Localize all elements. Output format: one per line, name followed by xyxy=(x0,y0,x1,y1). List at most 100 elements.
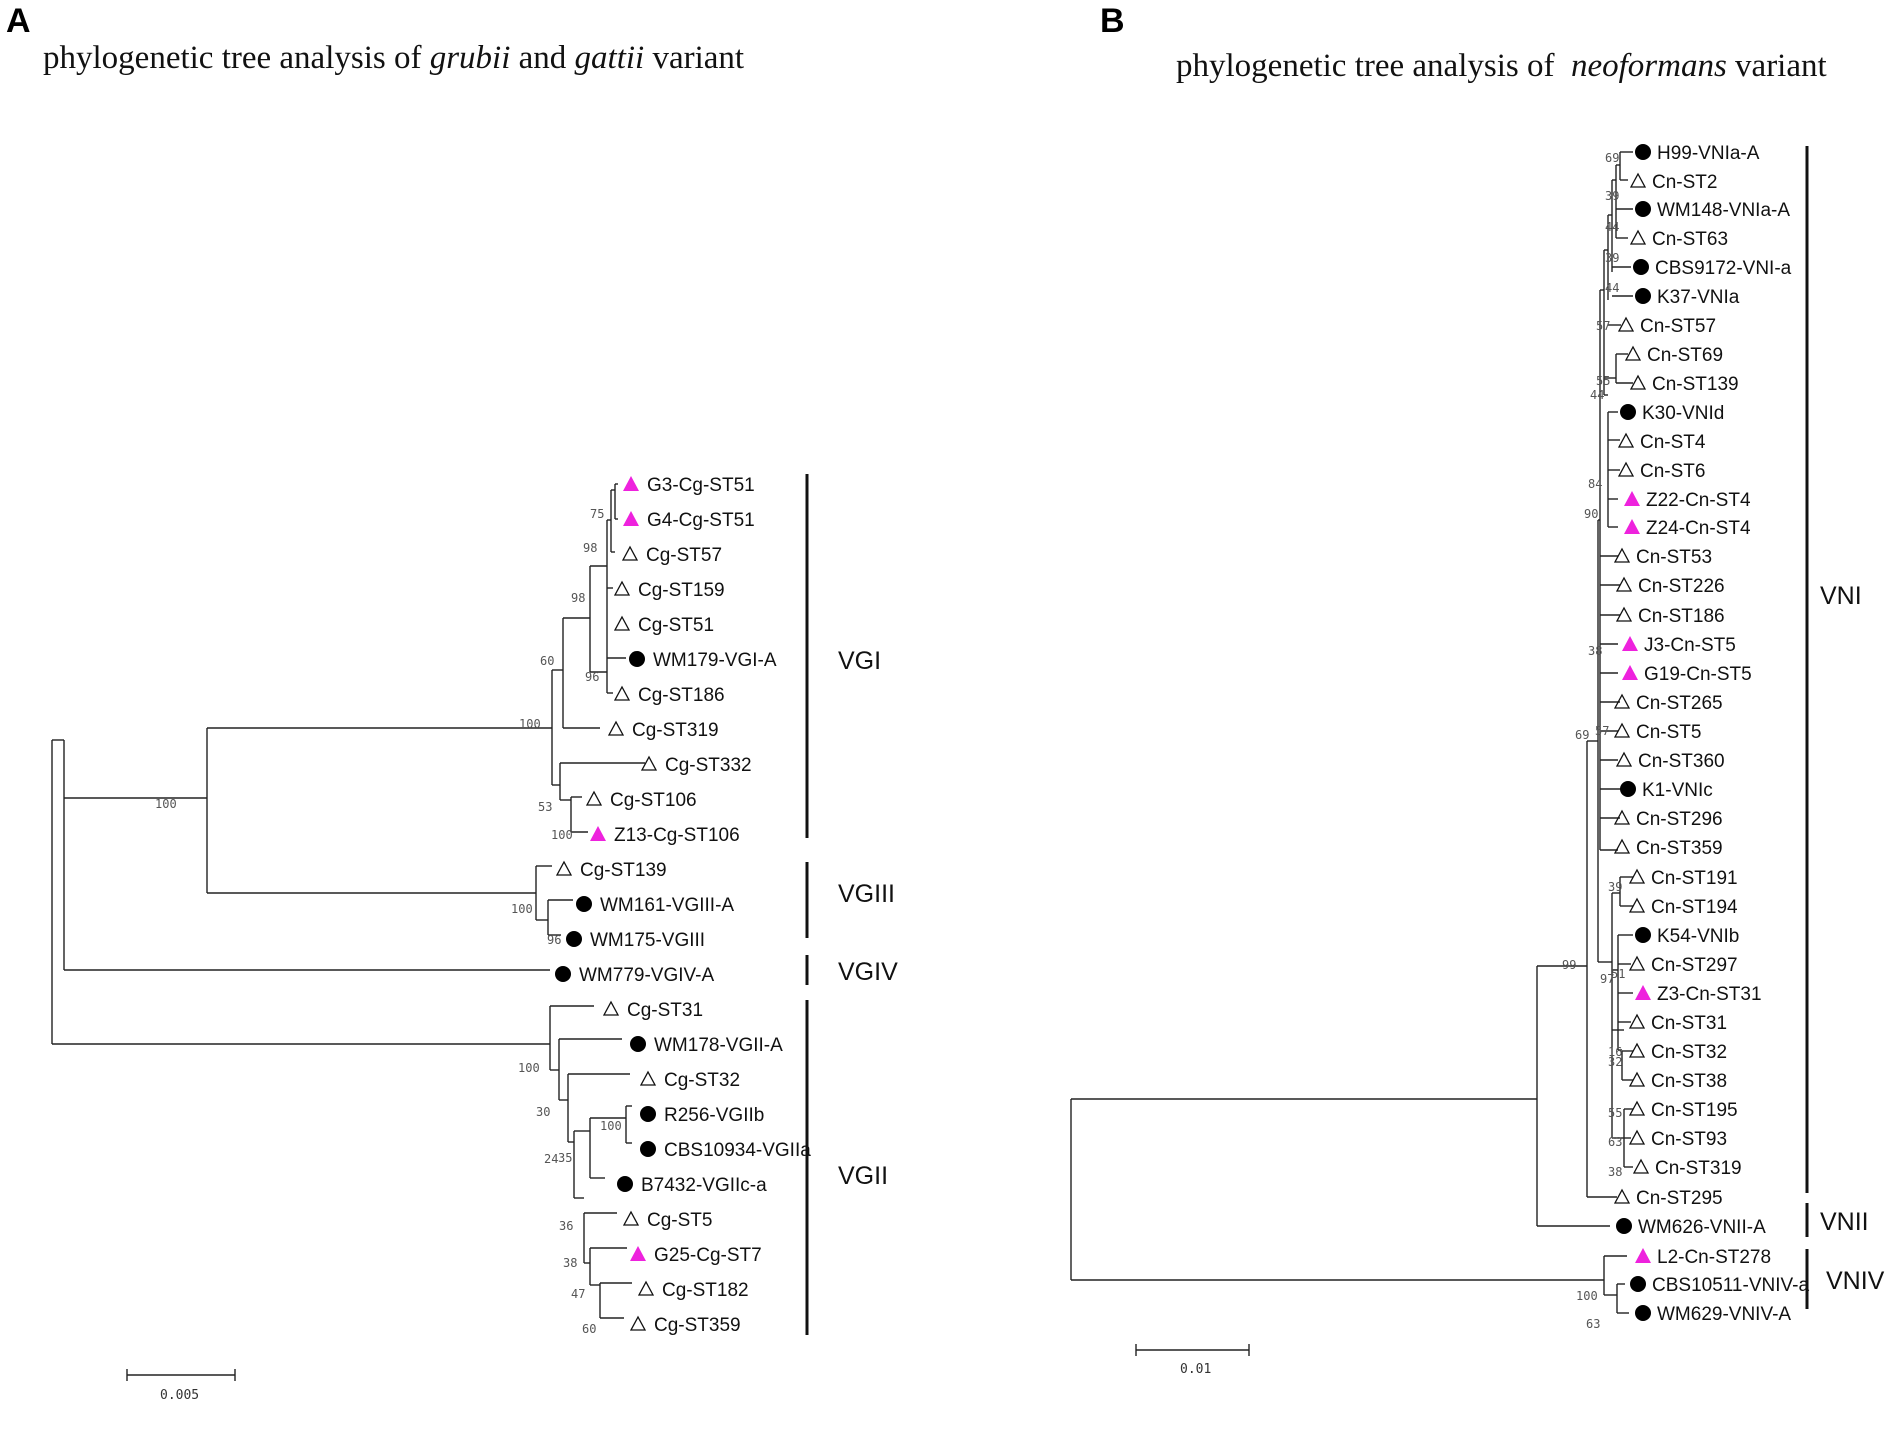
leaf-label: Cg-ST5 xyxy=(647,1210,712,1231)
open-triangle-marker xyxy=(1615,606,1633,622)
panel-a: A phylogenetic tree analysis of grubii a… xyxy=(6,2,898,1403)
leaf-label: Z3-Cn-ST31 xyxy=(1657,984,1762,1005)
black-circle-marker xyxy=(1635,927,1651,943)
bootstrap-value: 69 xyxy=(1605,151,1619,165)
leaf: WM148-VNIa-A xyxy=(1635,200,1790,221)
open-triangle-marker xyxy=(637,1280,655,1296)
leaf-label: WM178-VGII-A xyxy=(654,1035,783,1056)
black-circle-marker xyxy=(1620,781,1636,797)
leaf-label: CBS10934-VGIIa xyxy=(664,1140,811,1161)
leaf: R256-VGIIb xyxy=(640,1105,764,1126)
magenta-triangle-marker xyxy=(1635,1248,1651,1263)
scale-label: 0.01 xyxy=(1180,1362,1211,1377)
open-triangle-marker xyxy=(1617,432,1635,448)
clade-label: VNI xyxy=(1820,582,1862,610)
leaf-label: Cn-ST53 xyxy=(1636,547,1712,568)
leaf: Cn-ST191 xyxy=(1628,868,1738,889)
leaf-label: J3-Cn-ST5 xyxy=(1644,635,1736,656)
leaf: WM779-VGIV-A xyxy=(555,965,714,986)
leaf: Cg-ST159 xyxy=(613,580,725,601)
panel-b-bootstraps: 6939443944575544849038576939519716325563… xyxy=(1562,151,1625,1331)
leaf-label: WM175-VGIII xyxy=(590,930,705,951)
leaf-label: Cn-ST194 xyxy=(1651,897,1738,918)
magenta-triangle-marker xyxy=(1624,491,1640,506)
leaf: K54-VNIb xyxy=(1635,926,1739,947)
bootstrap-value: 69 xyxy=(1575,728,1589,742)
bootstrap-value: 36 xyxy=(559,1219,573,1233)
leaf: Cn-ST5 xyxy=(1613,722,1701,743)
leaf: Cg-ST5 xyxy=(622,1210,712,1231)
black-circle-marker xyxy=(1616,1218,1632,1234)
leaf-label: Cg-ST159 xyxy=(638,580,725,601)
leaf-label: Cn-ST93 xyxy=(1651,1129,1727,1150)
open-triangle-marker xyxy=(640,755,658,771)
leaf-label: Cn-ST297 xyxy=(1651,955,1738,976)
panel-a-bootstraps: 75 98 98 60 96 100 100 53 100 100 96 100 30 24 35 100 36… xyxy=(155,507,622,1336)
bootstrap-value: 98 xyxy=(571,591,585,605)
open-triangle-marker xyxy=(607,720,625,736)
leaf-label: K37-VNIa xyxy=(1657,287,1740,308)
leaf: Cn-ST295 xyxy=(1613,1188,1723,1209)
leaf: Cn-ST296 xyxy=(1613,809,1723,830)
panel-b-title: phylogenetic tree analysis of neoformans… xyxy=(1176,48,1827,84)
open-triangle-marker xyxy=(1628,868,1646,884)
open-triangle-marker xyxy=(1629,172,1647,188)
leaf-label: K54-VNIb xyxy=(1657,926,1739,947)
leaf-label: WM779-VGIV-A xyxy=(579,965,714,986)
leaf-label: Cn-ST4 xyxy=(1640,432,1706,453)
leaf: Cn-ST195 xyxy=(1628,1100,1738,1121)
clade-label: VGI xyxy=(838,647,881,675)
black-circle-marker xyxy=(1633,259,1649,275)
leaf: WM626-VNII-A xyxy=(1616,1217,1766,1238)
bootstrap-value: 100 xyxy=(551,828,573,842)
leaf: WM161-VGIII-A xyxy=(576,895,734,916)
bootstrap-value: 63 xyxy=(1586,1317,1600,1331)
leaf: WM175-VGIII xyxy=(566,930,705,951)
leaf-label: Cg-ST182 xyxy=(662,1280,749,1301)
leaf: G3-Cg-ST51 xyxy=(623,475,755,496)
leaf: Cn-ST297 xyxy=(1628,955,1738,976)
leaf: Cn-ST4 xyxy=(1617,432,1706,453)
bootstrap-value: 100 xyxy=(518,1061,540,1075)
bootstrap-value: 57 xyxy=(1596,319,1610,333)
black-circle-marker xyxy=(1630,1276,1646,1292)
leaf-label: Cn-ST6 xyxy=(1640,461,1705,482)
leaf: Cn-ST226 xyxy=(1615,576,1725,597)
bootstrap-value: 44 xyxy=(1590,388,1604,402)
leaf-label: Z22-Cn-ST4 xyxy=(1646,490,1751,511)
leaf: Cn-ST6 xyxy=(1617,461,1705,482)
clade-label: VGII xyxy=(838,1162,888,1190)
leaf-label: WM626-VNII-A xyxy=(1638,1217,1766,1238)
bootstrap-value: 96 xyxy=(585,670,599,684)
leaf: Cn-ST63 xyxy=(1629,229,1728,250)
leaf-label: R256-VGIIb xyxy=(664,1105,764,1126)
leaf-label: Cg-ST332 xyxy=(665,755,752,776)
leaf-label: Z13-Cg-ST106 xyxy=(614,825,740,846)
leaf-label: Cn-ST195 xyxy=(1651,1100,1738,1121)
leaf-label: Cn-ST296 xyxy=(1636,809,1723,830)
leaf-label: Cn-ST32 xyxy=(1651,1042,1727,1063)
leaf: CBS10511-VNIV-a xyxy=(1630,1275,1809,1296)
bootstrap-value: 38 xyxy=(1608,1165,1622,1179)
open-triangle-marker xyxy=(1615,751,1633,767)
bootstrap-value: 51 xyxy=(1611,967,1625,981)
leaf-label: Cg-ST186 xyxy=(638,685,725,706)
black-circle-marker xyxy=(640,1141,656,1157)
open-triangle-marker xyxy=(1615,576,1633,592)
leaf-label: K30-VNId xyxy=(1642,403,1724,424)
black-circle-marker xyxy=(555,966,571,982)
leaf: K1-VNIc xyxy=(1620,780,1713,801)
clade-label: VGIV xyxy=(838,958,898,986)
leaf: L2-Cn-ST278 xyxy=(1635,1247,1771,1268)
leaf: Cg-ST359 xyxy=(629,1315,741,1336)
clade-label: VNIV xyxy=(1826,1267,1885,1295)
bootstrap-value: 96 xyxy=(547,933,561,947)
magenta-triangle-marker xyxy=(623,511,639,526)
leaf-label: Cn-ST57 xyxy=(1640,316,1716,337)
leaf-label: L2-Cn-ST278 xyxy=(1657,1247,1771,1268)
bootstrap-value: 100 xyxy=(519,717,541,731)
leaf: Cg-ST332 xyxy=(640,755,752,776)
scale-label: 0.005 xyxy=(160,1388,199,1403)
open-triangle-marker xyxy=(1613,722,1631,738)
